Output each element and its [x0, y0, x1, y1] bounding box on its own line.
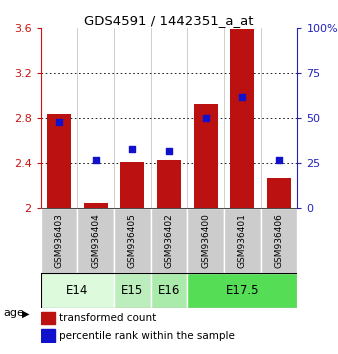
Bar [41, 329, 55, 342]
Bar [224, 209, 261, 273]
Text: GSM936402: GSM936402 [165, 213, 173, 268]
Text: E14: E14 [66, 284, 89, 297]
Point [129, 146, 135, 152]
Point [56, 119, 62, 125]
Text: E16: E16 [158, 284, 180, 297]
Bar [77, 209, 114, 273]
Point [240, 94, 245, 99]
Bar [194, 104, 218, 209]
Bar [261, 209, 297, 273]
Text: GSM936401: GSM936401 [238, 213, 247, 268]
Bar [41, 209, 77, 273]
Bar [151, 273, 187, 308]
Bar [187, 273, 297, 308]
Bar [41, 312, 55, 324]
Bar [84, 203, 107, 209]
Bar [151, 209, 187, 273]
Title: GDS4591 / 1442351_a_at: GDS4591 / 1442351_a_at [84, 14, 254, 27]
Point [276, 157, 282, 162]
Text: GSM936404: GSM936404 [91, 213, 100, 268]
Bar [41, 273, 114, 308]
Text: ▶: ▶ [22, 308, 29, 318]
Text: GSM936403: GSM936403 [54, 213, 64, 268]
Bar [120, 162, 144, 209]
Text: E15: E15 [121, 284, 143, 297]
Text: GSM936400: GSM936400 [201, 213, 210, 268]
Point [203, 115, 209, 121]
Bar [157, 160, 181, 209]
Text: transformed count: transformed count [58, 313, 156, 322]
Text: GSM936405: GSM936405 [128, 213, 137, 268]
Bar [267, 178, 291, 209]
Text: E17.5: E17.5 [226, 284, 259, 297]
Point [93, 157, 98, 162]
Bar [47, 114, 71, 209]
Text: percentile rank within the sample: percentile rank within the sample [58, 331, 235, 341]
Bar [114, 273, 151, 308]
Bar [114, 209, 151, 273]
Bar [187, 209, 224, 273]
Text: age: age [3, 308, 24, 318]
Bar [231, 29, 254, 209]
Point [166, 148, 172, 154]
Text: GSM936406: GSM936406 [274, 213, 284, 268]
